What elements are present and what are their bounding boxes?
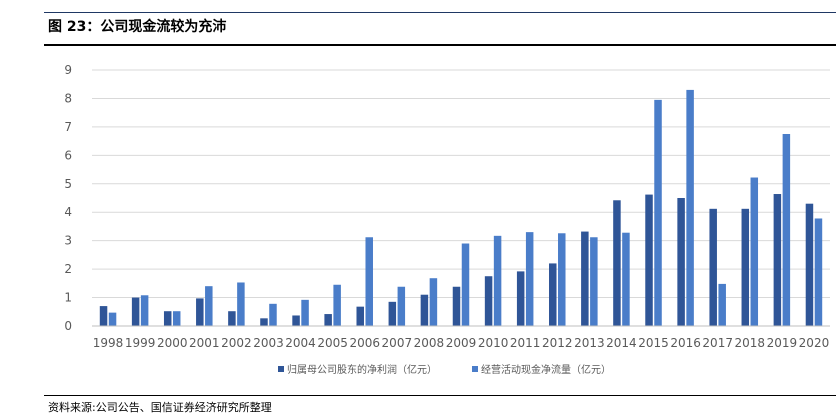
bar-series2: [718, 283, 726, 326]
x-tick-label: 2009: [446, 336, 477, 350]
y-tick-label: 7: [64, 120, 72, 134]
bar-series1: [516, 271, 525, 326]
x-tick-label: 1998: [93, 336, 124, 350]
bar-series1: [773, 194, 782, 326]
bar-series1: [709, 208, 717, 326]
x-tick-label: 2014: [606, 336, 637, 350]
bar-series1: [292, 315, 300, 326]
x-tick-label: 2015: [638, 336, 669, 350]
bar-series1: [677, 198, 685, 326]
bar-series2: [814, 218, 823, 326]
bar-series2: [622, 232, 630, 326]
x-tick-label: 2013: [574, 336, 605, 350]
bar-series2: [108, 312, 117, 326]
bar-series2: [172, 311, 181, 326]
bar-series1: [613, 200, 621, 326]
x-tick-label: 2008: [414, 336, 445, 350]
x-tick-label: 2019: [767, 336, 798, 350]
bar-series2: [333, 284, 341, 326]
x-tick-label: 2007: [382, 336, 413, 350]
bar-series1: [420, 294, 429, 326]
bar-series2: [750, 177, 759, 326]
bar-series2: [397, 286, 406, 326]
bar-series1: [452, 286, 461, 326]
x-tick-label: 2017: [702, 336, 733, 350]
x-tick-label: 2016: [670, 336, 701, 350]
bar-series2: [654, 99, 662, 326]
legend: 归属母公司股东的净利润（亿元） 经营活动现金净流量（亿元）: [278, 363, 611, 376]
x-tick-label: 2004: [285, 336, 316, 350]
y-tick-label: 8: [64, 91, 72, 105]
bar-series2: [365, 237, 373, 326]
bar-series1: [645, 194, 653, 326]
y-tick-label: 0: [64, 319, 72, 333]
x-tick-label: 2020: [799, 336, 830, 350]
bar-series2: [525, 232, 534, 326]
legend-label-series1: 归属母公司股东的净利润（亿元）: [287, 363, 437, 376]
y-tick-label: 5: [64, 177, 72, 191]
bar-series1: [484, 276, 493, 326]
bar-series1: [196, 298, 204, 326]
bar-series2: [269, 303, 277, 326]
bar-series1: [228, 311, 236, 326]
x-tick-label: 2005: [317, 336, 348, 350]
x-tick-labels: 1998 1999 2000 2001 2002 2003 2004 2005 2006 2007…: [93, 336, 829, 350]
bar-series1: [260, 318, 268, 326]
y-tick-label: 2: [64, 262, 72, 276]
x-tick-label: 2003: [253, 336, 284, 350]
source-note: 资料来源:公司公告、国信证券经济研究所整理: [48, 401, 272, 414]
x-tick-label: 2000: [157, 336, 188, 350]
bar-series2: [205, 286, 213, 326]
bar-series2: [558, 233, 566, 326]
legend-swatch-series2: [472, 366, 478, 372]
bar-series2: [301, 299, 309, 326]
x-tick-label: 2012: [542, 336, 573, 350]
bar-series1: [131, 297, 140, 326]
y-tick-label: 4: [64, 205, 72, 219]
x-tick-label: 2002: [221, 336, 252, 350]
bar-series1: [581, 231, 589, 326]
x-tick-label: 2011: [510, 336, 541, 350]
x-tick-label: 2018: [735, 336, 766, 350]
bar-series1: [388, 301, 397, 326]
x-tick-label: 1999: [125, 336, 156, 350]
bar-series2: [493, 235, 502, 326]
bar-series2: [140, 295, 149, 326]
title-rule: [44, 44, 836, 46]
bar-series1: [99, 306, 108, 326]
y-tick-label: 6: [64, 148, 72, 162]
bar-series2: [782, 134, 791, 326]
bar-series2: [686, 89, 694, 327]
bar-series1: [741, 208, 750, 326]
bar-series1: [324, 314, 332, 326]
x-tick-label: 2001: [189, 336, 220, 350]
bar-series1: [805, 203, 814, 326]
bottom-rule: [44, 395, 836, 396]
bars: [99, 89, 823, 327]
bar-series2: [590, 237, 598, 326]
gridlines: [92, 69, 830, 299]
y-tick-label: 9: [64, 63, 72, 77]
bar-series2: [429, 278, 438, 326]
bar-series2: [237, 282, 245, 326]
x-tick-label: 2006: [349, 336, 380, 350]
bar-series1: [356, 306, 364, 326]
y-tick-label: 1: [64, 291, 72, 305]
legend-label-series2: 经营活动现金净流量（亿元）: [481, 363, 611, 376]
figure-title: 图 23：公司现金流较为充沛: [48, 19, 227, 35]
bar-series1: [549, 263, 557, 326]
bar-series1: [163, 311, 172, 326]
y-tick-labels: 0 1 2 3 4 5 6 7 8 9: [64, 63, 72, 333]
y-tick-label: 3: [64, 234, 72, 248]
legend-swatch-series1: [278, 366, 284, 372]
top-rule: [44, 12, 836, 13]
bar-series2: [461, 243, 470, 326]
x-tick-label: 2010: [478, 336, 509, 350]
